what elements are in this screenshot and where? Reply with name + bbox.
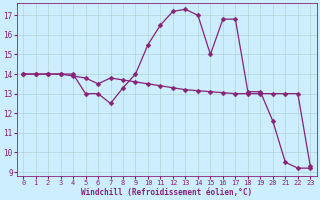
X-axis label: Windchill (Refroidissement éolien,°C): Windchill (Refroidissement éolien,°C) xyxy=(81,188,252,197)
